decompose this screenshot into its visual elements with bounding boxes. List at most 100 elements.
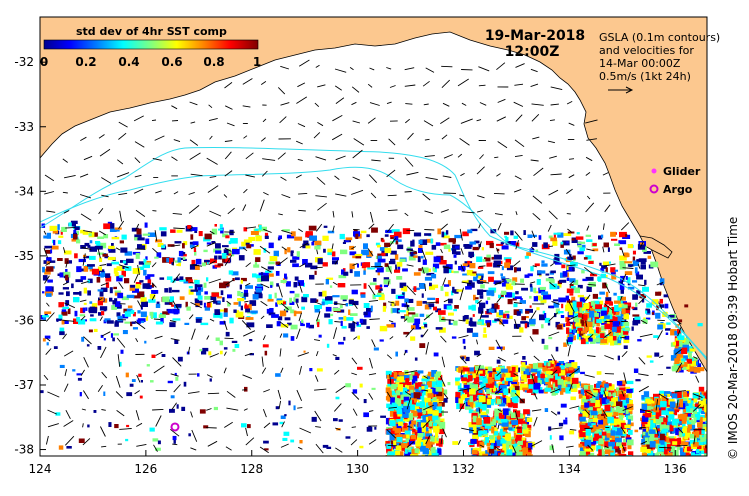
sst-patch: [249, 339, 253, 342]
sst-patch: [126, 308, 133, 313]
sst-patch: [155, 321, 163, 325]
sst-patch: [413, 232, 422, 237]
sst-patch: [342, 241, 346, 244]
velocity-arrow: [298, 228, 303, 233]
sst-patch: [206, 277, 209, 282]
sst-patch: [140, 380, 143, 383]
sst-patch: [478, 389, 483, 394]
velocity-arrow: [425, 342, 429, 355]
sst-patch: [611, 274, 617, 280]
sst-patch: [367, 267, 375, 270]
velocity-arrow: [461, 211, 475, 214]
sst-patch: [404, 374, 410, 381]
sst-patch: [560, 315, 565, 318]
sst-patch: [473, 430, 480, 437]
velocity-arrow: [640, 440, 647, 445]
sst-patch: [562, 240, 570, 246]
velocity-arrow: [496, 297, 502, 303]
velocity-arrow: [243, 408, 248, 411]
sst-patch: [676, 438, 681, 442]
sst-patch: [135, 282, 142, 285]
sst-patch: [97, 300, 103, 306]
sst-patch: [388, 451, 395, 456]
sst-patch: [509, 386, 513, 393]
velocity-arrow: [566, 188, 573, 194]
sst-patch: [284, 317, 291, 321]
sst-patch: [576, 232, 580, 235]
sst-patch: [619, 380, 626, 385]
sst-patch: [277, 316, 283, 321]
velocity-arrow: [170, 338, 180, 341]
velocity-arrow: [658, 393, 669, 400]
sst-patch: [424, 233, 432, 236]
sst-patch: [480, 439, 487, 444]
sst-patch: [611, 238, 618, 241]
velocity-arrow: [278, 285, 283, 298]
sst-patch: [342, 298, 347, 302]
sst-patch: [145, 238, 150, 244]
velocity-arrow: [404, 370, 418, 374]
sst-patch: [151, 290, 159, 294]
sst-patch: [418, 433, 423, 437]
sst-patch: [299, 440, 303, 444]
sst-patch: [137, 291, 145, 298]
sst-patch: [571, 238, 575, 241]
sst-patch: [607, 416, 614, 424]
sst-patch: [515, 423, 519, 430]
velocity-arrow: [622, 267, 634, 269]
sst-patch: [436, 371, 441, 377]
velocity-arrow: [514, 318, 518, 330]
sst-patch: [501, 266, 504, 271]
sst-patch: [413, 255, 418, 258]
sst-patch: [513, 372, 518, 380]
sst-patch: [436, 406, 442, 414]
sst-patch: [653, 402, 659, 408]
sst-patch: [616, 401, 623, 407]
sst-patch: [585, 324, 590, 332]
sst-patch: [558, 422, 564, 427]
sst-patch: [503, 257, 512, 261]
sst-patch: [294, 293, 300, 298]
sst-patch: [440, 286, 444, 291]
sst-patch: [655, 426, 661, 432]
sst-patch: [628, 429, 633, 435]
sst-patch: [232, 248, 240, 255]
velocity-arrow: [497, 318, 505, 327]
sst-patch: [595, 327, 600, 333]
velocity-arrow: [461, 102, 467, 106]
sst-patch: [287, 322, 292, 326]
velocity-arrow: [152, 247, 158, 254]
sst-patch: [100, 334, 104, 338]
sst-patch: [352, 389, 358, 394]
sst-patch: [391, 301, 395, 307]
velocity-arrow: [333, 327, 338, 340]
sst-patch: [612, 424, 617, 431]
sst-patch: [305, 262, 313, 268]
sst-patch: [188, 433, 191, 437]
sst-patch: [351, 289, 358, 295]
velocity-arrow: [97, 248, 101, 259]
velocity-arrow: [115, 375, 121, 388]
sst-patch: [501, 319, 509, 324]
sst-patch: [341, 269, 345, 275]
sst-patch: [467, 260, 471, 265]
sst-patch: [382, 305, 386, 312]
velocity-arrow: [387, 264, 392, 274]
sst-patch: [390, 307, 393, 314]
sst-patch: [201, 350, 207, 355]
sst-patch: [335, 356, 340, 360]
sst-patch: [520, 378, 528, 383]
sst-patch: [396, 261, 403, 267]
sst-patch: [194, 279, 200, 285]
sst-patch: [576, 324, 581, 330]
sst-patch: [465, 286, 472, 290]
sst-patch: [340, 320, 343, 326]
sst-patch: [562, 376, 568, 381]
sst-patch: [411, 448, 418, 456]
colorbar-tick: 0.4: [118, 55, 139, 69]
velocity-arrow: [585, 119, 598, 124]
sst-patch: [414, 318, 421, 324]
sst-patch: [590, 410, 598, 416]
sst-patch: [264, 235, 269, 239]
velocity-arrow: [478, 241, 482, 250]
